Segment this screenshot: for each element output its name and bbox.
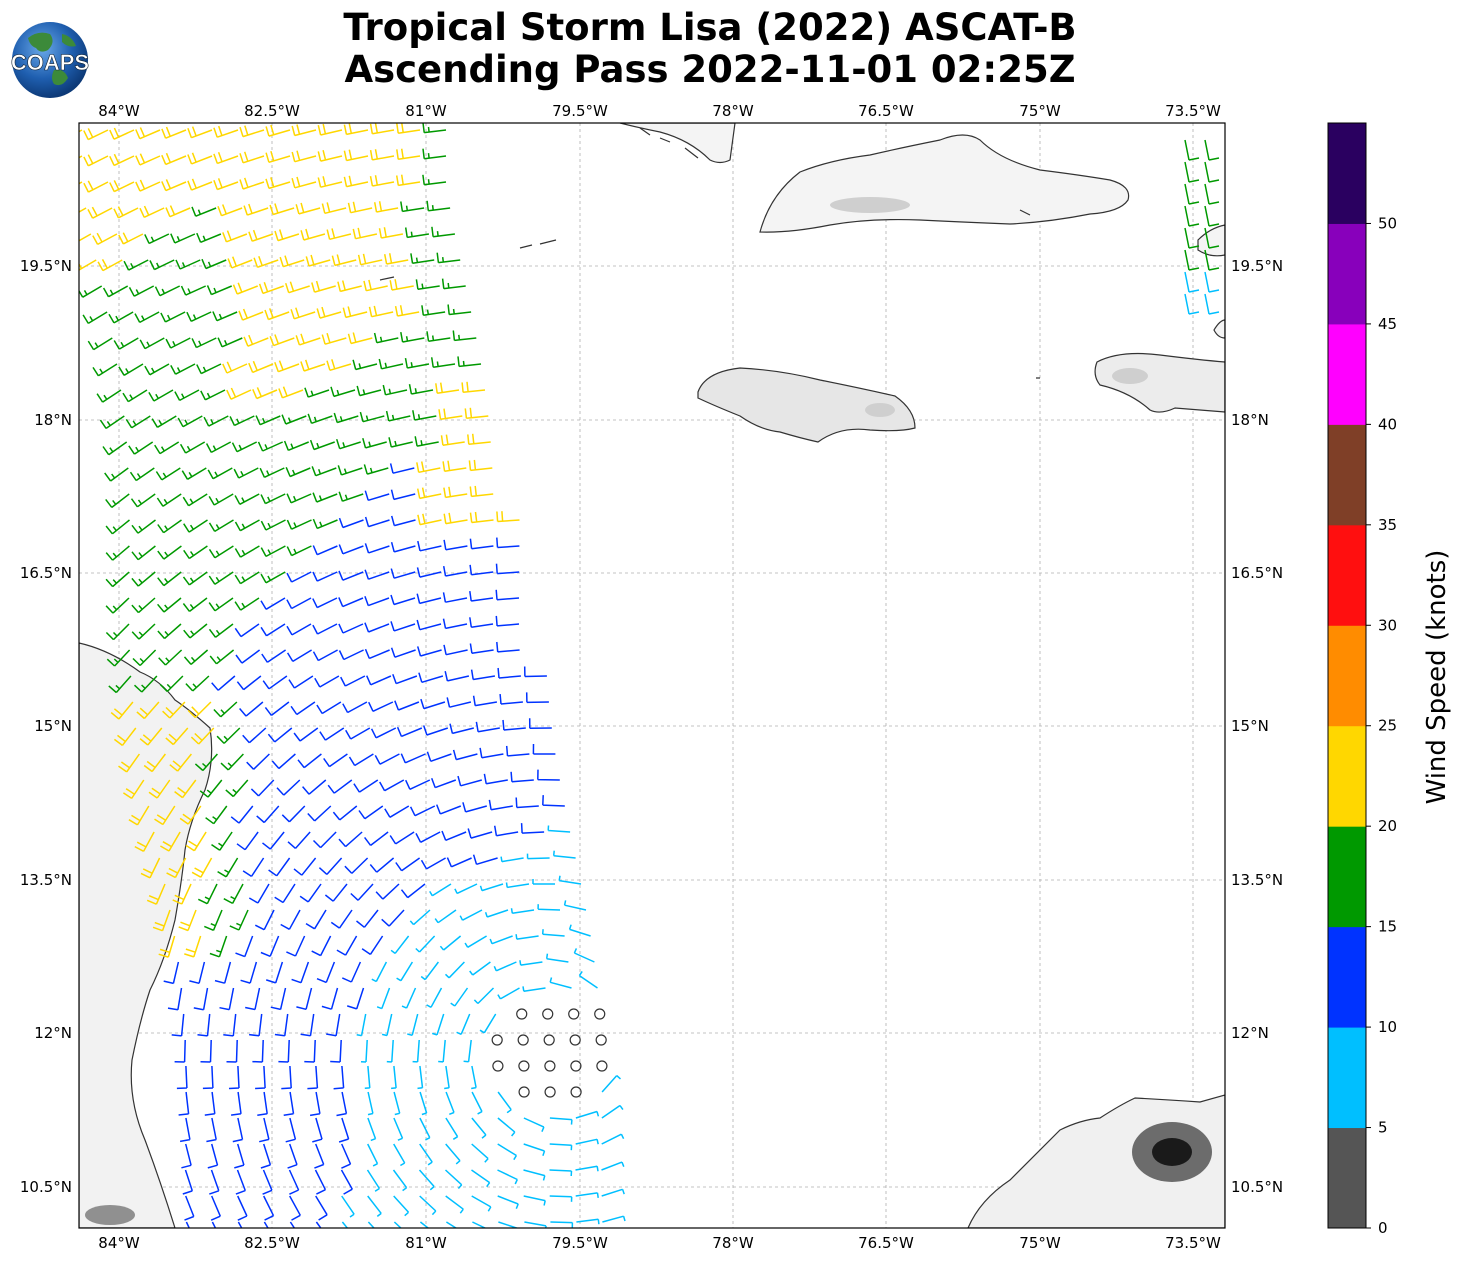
colorbar-tick: 25 — [1378, 717, 1397, 735]
colorbar-tick: 50 — [1378, 214, 1397, 232]
colorbar-tick: 5 — [1378, 1119, 1388, 1137]
colorbar-tick: 20 — [1378, 817, 1397, 835]
title-line-2: Ascending Pass 2022-11-01 02:25Z — [344, 48, 1076, 91]
colorbar-segment — [1328, 1027, 1366, 1129]
central-america-coast — [79, 642, 213, 1228]
lat-label-right: 10.5°N — [1231, 1178, 1283, 1196]
haiti-tip — [1213, 319, 1225, 339]
lat-label-right: 12°N — [1231, 1024, 1269, 1042]
coaps-logo: COAPS — [10, 20, 90, 100]
colorbar-tick: 0 — [1378, 1219, 1388, 1237]
colorbar-tick: 35 — [1378, 516, 1397, 534]
colorbar-segment — [1328, 424, 1366, 526]
colorbar-label: Wind Speed (knots) — [1422, 549, 1452, 805]
lon-label-top: 76.5°W — [858, 102, 914, 120]
colorbar-segment — [1328, 223, 1366, 325]
lat-label-left: 12°N — [34, 1024, 72, 1042]
lon-label-top: 84°W — [98, 102, 140, 120]
lon-label-bottom: 84°W — [98, 1234, 140, 1252]
colorbar-tick: 45 — [1378, 315, 1397, 333]
lon-label-bottom: 81°W — [405, 1234, 447, 1252]
lon-label-bottom: 73.5°W — [1165, 1234, 1221, 1252]
cayman-islands — [379, 239, 557, 281]
wind-barbs — [79, 123, 1220, 1228]
lat-label-right: 16.5°N — [1231, 564, 1283, 582]
lon-label-bottom: 75°W — [1019, 1234, 1061, 1252]
lat-label-left: 19.5°N — [20, 257, 72, 275]
lat-label-right: 15°N — [1231, 717, 1269, 735]
colorbar: 0 5 10 15 20 25 30 35 40 45 50 — [1327, 122, 1397, 1237]
colorbar-tick: 10 — [1378, 1018, 1397, 1036]
colorbar-segment — [1328, 323, 1366, 425]
lon-label-top: 82.5°W — [244, 102, 300, 120]
cuba-west — [619, 123, 736, 164]
lon-label-top: 75°W — [1019, 102, 1061, 120]
lon-label-bottom: 79.5°W — [552, 1234, 608, 1252]
lat-label-left: 10.5°N — [20, 1178, 72, 1196]
colorbar-tick: 40 — [1378, 415, 1397, 433]
lat-label-left: 13.5°N — [20, 871, 72, 889]
lon-label-bottom: 78°W — [712, 1234, 754, 1252]
lon-label-top: 79.5°W — [552, 102, 608, 120]
colorbar-segment — [1328, 625, 1366, 727]
small-islands — [639, 127, 1040, 379]
lon-label-top: 73.5°W — [1165, 102, 1221, 120]
colorbar-tick: 30 — [1378, 616, 1397, 634]
lat-label-left: 18°N — [34, 411, 72, 429]
jamaica-island — [697, 367, 916, 443]
colorbar-segment — [1328, 123, 1366, 224]
axis-ticks: 84°W 84°W 82.5°W 82.5°W 81°W 81°W 79.5°W 79.5°W… — [20, 102, 1283, 1252]
lat-label-left: 15°N — [34, 717, 72, 735]
lat-label-left: 16.5°N — [20, 564, 72, 582]
lat-label-right: 19.5°N — [1231, 257, 1283, 275]
lon-label-bottom: 76.5°W — [858, 1234, 914, 1252]
colorbar-segment — [1328, 725, 1366, 827]
colorbar-segment — [1328, 524, 1366, 626]
title-line-1: Tropical Storm Lisa (2022) ASCAT-B — [343, 6, 1077, 49]
lon-label-top: 78°W — [712, 102, 754, 120]
land-areas — [79, 123, 1225, 1228]
colorbar-segment — [1328, 1127, 1366, 1229]
lat-label-right: 13.5°N — [1231, 871, 1283, 889]
map-frame — [78, 122, 1226, 1229]
lon-label-top: 81°W — [405, 102, 447, 120]
lon-label-bottom: 82.5°W — [244, 1234, 300, 1252]
colorbar-segment — [1328, 826, 1366, 928]
svg-text:COAPS: COAPS — [11, 50, 89, 75]
lat-label-right: 18°N — [1231, 411, 1269, 429]
colorbar-tick: 15 — [1378, 918, 1397, 936]
colorbar-segment — [1328, 926, 1366, 1028]
